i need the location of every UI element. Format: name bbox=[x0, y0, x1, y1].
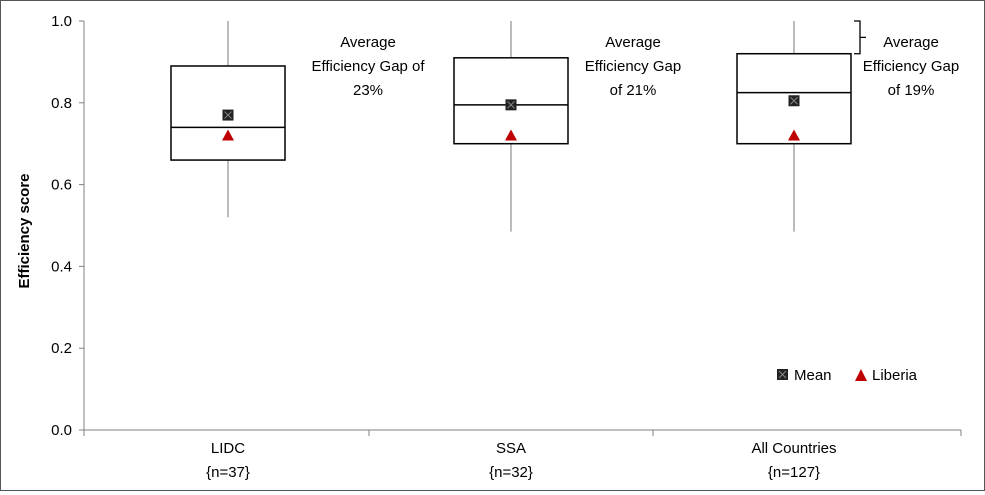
efficiency-gap-annotation: 23% bbox=[353, 82, 383, 99]
x-category-label: All Countries bbox=[751, 440, 836, 457]
iqr-box bbox=[453, 57, 569, 145]
efficiency-gap-annotation: Efficiency Gap of bbox=[311, 58, 425, 75]
efficiency-gap-annotation: of 21% bbox=[610, 82, 657, 99]
efficiency-gap-annotation: Average bbox=[340, 34, 396, 51]
y-axis-title: Efficiency score bbox=[16, 173, 33, 288]
mean-marker-cross bbox=[507, 100, 515, 109]
x-category-label: LIDC bbox=[211, 440, 245, 457]
legend-label: Mean bbox=[794, 367, 832, 384]
boxes-group bbox=[170, 21, 852, 232]
x-category-sublabel: {n=32} bbox=[489, 464, 533, 481]
efficiency-gap-annotation: Efficiency Gap bbox=[585, 58, 681, 75]
liberia-marker bbox=[505, 129, 517, 141]
iqr-box bbox=[736, 52, 852, 145]
y-tick-label: 0.2 bbox=[51, 340, 72, 357]
efficiency-gap-annotation: Average bbox=[883, 34, 939, 51]
iqr-box bbox=[170, 65, 286, 161]
annotations-group: Average Efficiency Gap of 23% Average Effici… bbox=[311, 20, 959, 99]
y-tick-label: 0.4 bbox=[51, 258, 72, 275]
mean-marker-cross bbox=[790, 96, 798, 105]
liberia-marker bbox=[788, 129, 800, 141]
legend-mean-marker-cross bbox=[778, 370, 787, 379]
y-tick-label: 0.8 bbox=[51, 95, 72, 112]
legend-group: Mean Liberia bbox=[777, 367, 918, 384]
y-tick-label: 1.0 bbox=[51, 13, 72, 30]
y-tick-label: 0.0 bbox=[51, 422, 72, 439]
x-category-label: SSA bbox=[496, 440, 526, 457]
efficiency-gap-annotation: Average bbox=[605, 34, 661, 51]
y-tick-label: 0.6 bbox=[51, 177, 72, 194]
legend-liberia-marker bbox=[855, 369, 867, 381]
x-category-sublabel: {n=37} bbox=[206, 464, 250, 481]
liberia-marker bbox=[222, 129, 234, 141]
axes-group: 0.0 0.2 0.4 0.6 0.8 1.0 LIDC {n=37} SSA {n=32} All… bbox=[51, 13, 962, 481]
efficiency-gap-annotation: Efficiency Gap bbox=[863, 58, 959, 75]
legend-label: Liberia bbox=[872, 367, 918, 384]
x-category-sublabel: {n=127} bbox=[768, 464, 820, 481]
gap-bracket bbox=[854, 20, 866, 55]
mean-marker-cross bbox=[224, 111, 232, 119]
efficiency-gap-annotation: of 19% bbox=[888, 82, 935, 99]
